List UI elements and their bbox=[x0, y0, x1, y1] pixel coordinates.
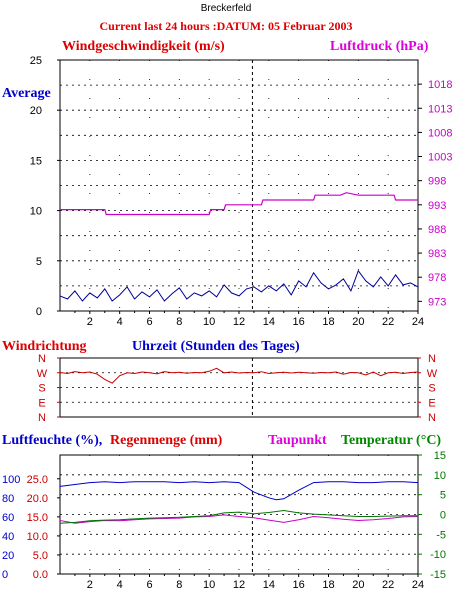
humidity-chart-xtick-label: 20 bbox=[352, 579, 364, 591]
humidity-ytick-label: 0 bbox=[2, 569, 8, 581]
direction-label-left: N bbox=[38, 412, 46, 424]
humidity-ytick-label: 40 bbox=[2, 531, 14, 543]
humidity-chart-xtick-label: 14 bbox=[263, 579, 275, 591]
wind-chart-xtick-label: 6 bbox=[146, 316, 152, 328]
pressure-ytick-label: 1013 bbox=[428, 103, 452, 115]
wind-chart-xtick-label: 12 bbox=[233, 316, 245, 328]
rain-ytick-label: 25.0 bbox=[27, 474, 48, 486]
direction-label-left: E bbox=[38, 397, 45, 409]
wind-chart-frame bbox=[59, 59, 419, 312]
humidity-temperature-plot: 0204060801000.05.010.015.020.025.0-15-10… bbox=[2, 450, 446, 591]
wind-chart-xtick-label: 2 bbox=[87, 316, 93, 328]
wind-ytick-label: 0 bbox=[36, 306, 42, 318]
average-label: Average bbox=[2, 86, 51, 101]
temperature-ytick-label: 0 bbox=[440, 510, 446, 522]
wind-ytick-label: 10 bbox=[30, 206, 42, 218]
pressure-chart-title: Luftdruck (hPa) bbox=[330, 39, 429, 54]
direction-label-left: W bbox=[37, 368, 48, 380]
wind-chart-xtick-label: 22 bbox=[382, 316, 394, 328]
humidity-ytick-label: 60 bbox=[2, 512, 14, 524]
wind-chart-xtick-label: 24 bbox=[412, 316, 424, 328]
humidity-chart-xtick-label: 16 bbox=[293, 579, 305, 591]
wind-ytick-label: 20 bbox=[30, 105, 42, 117]
pressure-line bbox=[60, 192, 418, 216]
humidity-ytick-label: 80 bbox=[2, 493, 14, 505]
wind-chart-xtick-label: 20 bbox=[352, 316, 364, 328]
humidity-chart-xtick-label: 18 bbox=[322, 579, 334, 591]
wind-chart-xtick-label: 14 bbox=[263, 316, 275, 328]
wind-chart-xtick-label: 16 bbox=[293, 316, 305, 328]
rain-ytick-label: 5.0 bbox=[33, 550, 48, 562]
dewpoint-line bbox=[59, 514, 419, 524]
humidity-line bbox=[59, 481, 419, 501]
direction-label-right: E bbox=[428, 397, 435, 409]
direction-label-left: N bbox=[38, 353, 46, 365]
wind-ytick-label: 25 bbox=[30, 55, 42, 67]
humidity-chart-xtick-label: 22 bbox=[382, 579, 394, 591]
direction-chart-title: Windrichtung bbox=[2, 339, 87, 354]
temperature-label: Temperatur (°C) bbox=[341, 433, 441, 448]
direction-label-right: N bbox=[428, 353, 436, 365]
humidity-label: Luftfeuchte (%), bbox=[2, 433, 102, 448]
direction-label-right: S bbox=[428, 383, 435, 395]
humidity-chart-xtick-label: 4 bbox=[117, 579, 123, 591]
temperature-ytick-label: -5 bbox=[436, 529, 446, 541]
temperature-ytick-label: 15 bbox=[434, 450, 446, 462]
humidity-chart-xtick-label: 2 bbox=[87, 579, 93, 591]
pressure-ytick-label: 1018 bbox=[428, 79, 452, 91]
temperature-ytick-label: 5 bbox=[440, 490, 446, 502]
humidity-ytick-label: 20 bbox=[2, 550, 14, 562]
temperature-line bbox=[59, 509, 418, 524]
humidity-ytick-label: 100 bbox=[2, 474, 20, 486]
humidity-chart-xtick-label: 6 bbox=[146, 579, 152, 591]
wind-direction-line bbox=[59, 367, 419, 384]
dewpoint-label: Taupunkt bbox=[268, 433, 327, 448]
pressure-ytick-label: 998 bbox=[428, 176, 446, 188]
direction-label-left: S bbox=[38, 383, 45, 395]
pressure-ytick-label: 973 bbox=[428, 296, 446, 308]
wind-chart-xtick-label: 4 bbox=[117, 316, 123, 328]
direction-label-right: N bbox=[428, 412, 436, 424]
direction-label-right: W bbox=[427, 368, 438, 380]
wind-speed-line bbox=[59, 269, 419, 302]
wind-chart-xtick-label: 18 bbox=[322, 316, 334, 328]
pressure-ytick-label: 1003 bbox=[428, 152, 452, 164]
rain-ytick-label: 10.0 bbox=[27, 531, 48, 543]
humidity-chart-xtick-label: 24 bbox=[412, 579, 424, 591]
pressure-ytick-label: 988 bbox=[428, 224, 446, 236]
wind-direction-plot: N NW WS SE EN N bbox=[37, 353, 438, 424]
pressure-ytick-label: 983 bbox=[428, 248, 446, 260]
wind-chart-xtick-label: 8 bbox=[176, 316, 182, 328]
wind-chart-xtick-label: 10 bbox=[203, 316, 215, 328]
wind-chart-title: Windgeschwindigkeit (m/s) bbox=[62, 39, 225, 54]
time-axis-label: Uhrzeit (Stunden des Tages) bbox=[132, 339, 300, 354]
pressure-ytick-label: 993 bbox=[428, 200, 446, 212]
humidity-chart-xtick-label: 10 bbox=[203, 579, 215, 591]
rain-ytick-label: 20.0 bbox=[27, 493, 48, 505]
temperature-ytick-label: -15 bbox=[430, 569, 446, 581]
humidity-chart-xtick-label: 12 bbox=[233, 579, 245, 591]
rain-ytick-label: 15.0 bbox=[27, 512, 48, 524]
humidity-chart-frame bbox=[59, 454, 419, 575]
pressure-ytick-label: 978 bbox=[428, 272, 446, 284]
pressure-ytick-label: 1008 bbox=[428, 127, 452, 139]
rain-label: Regenmenge (mm) bbox=[110, 433, 223, 448]
wind-ytick-label: 15 bbox=[30, 155, 42, 167]
direction-chart-frame bbox=[59, 357, 419, 418]
temperature-ytick-label: 10 bbox=[434, 470, 446, 482]
rain-ytick-label: 0.0 bbox=[33, 569, 48, 581]
page-header: Current last 24 hours :DATUM: 05 Februar… bbox=[100, 19, 353, 33]
temperature-ytick-label: -10 bbox=[430, 549, 446, 561]
site-name: Breckerfeld bbox=[201, 3, 252, 14]
wind-pressure-plot: 0 5 10 15 20 25 973 978 983 988 993 998 1003 1008 1013… bbox=[30, 55, 453, 328]
humidity-chart-xtick-label: 8 bbox=[176, 579, 182, 591]
wind-ytick-label: 5 bbox=[36, 256, 42, 268]
